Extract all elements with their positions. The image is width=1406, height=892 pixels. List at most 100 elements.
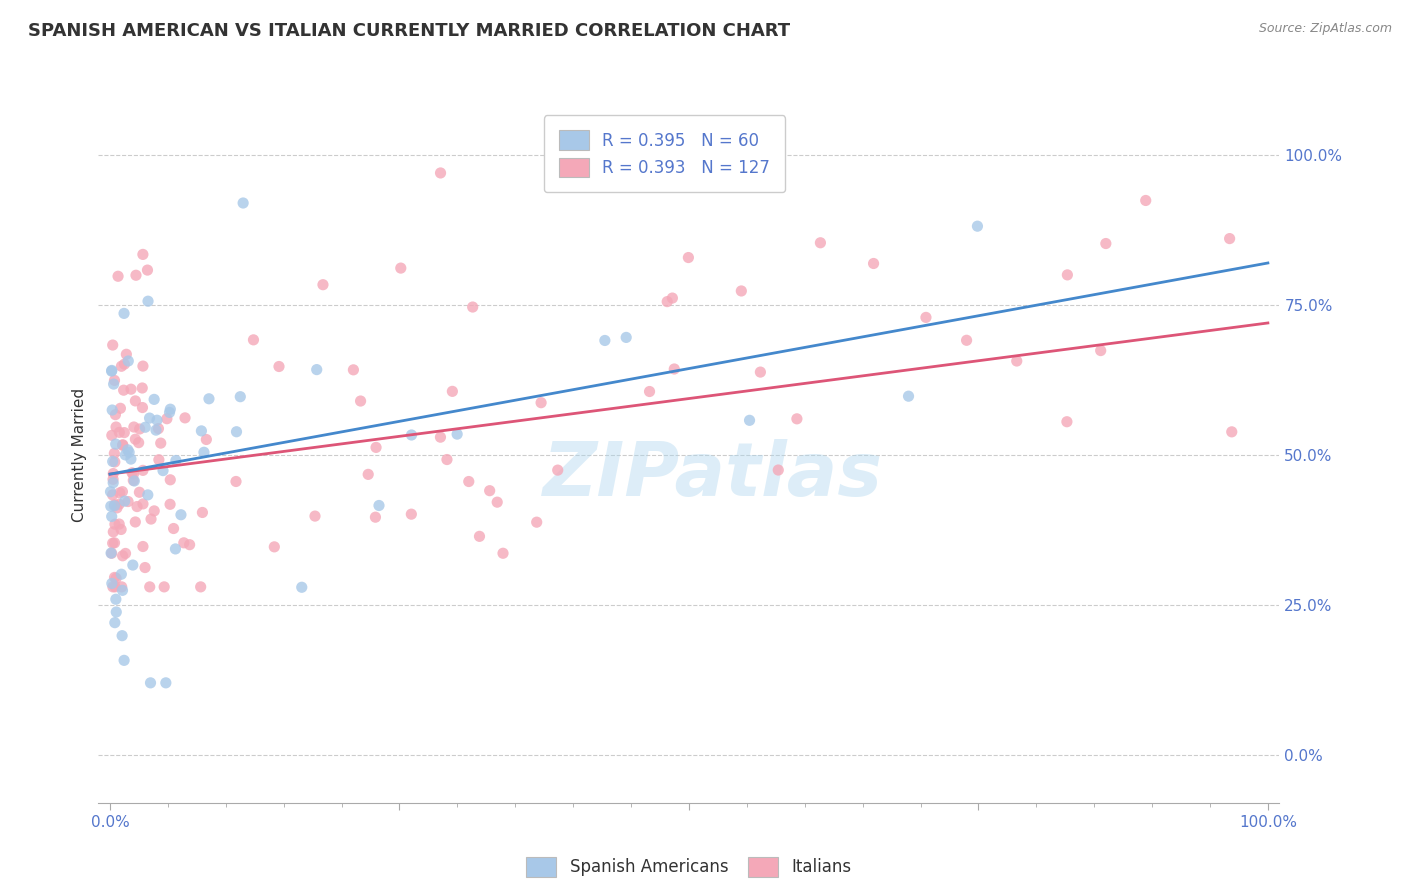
Point [401,428,423,442]
Point [232,196,254,211]
Point [146,413,169,427]
Point [101,338,124,352]
Point [101,488,124,502]
Point [122,467,145,482]
Point [103,475,125,490]
Point [364,441,387,455]
Point [101,576,124,591]
Point [107,269,129,284]
Point [763,169,786,184]
Point [429,166,451,180]
Point [179,538,201,552]
Legend: Spanish Americans, Italians: Spanish Americans, Italians [517,849,860,885]
Point [139,512,162,526]
Point [101,403,124,417]
Point [966,219,988,234]
Point [1056,415,1078,429]
Point [128,485,150,500]
Point [136,294,159,309]
Point [111,438,134,452]
Point [112,383,135,397]
Point [173,536,195,550]
Point [128,422,150,436]
Point [143,392,166,407]
Point [1095,236,1118,251]
Point [124,393,146,408]
Point [267,359,290,374]
Point [170,508,193,522]
Point [457,475,479,489]
Point [114,546,136,560]
Point [291,580,314,594]
Point [389,261,412,276]
Point [100,499,122,513]
Point [112,357,135,371]
Point [136,263,159,277]
Point [122,420,145,434]
Point [468,529,491,543]
Point [174,410,197,425]
Point [108,486,131,500]
Point [148,421,170,435]
Point [664,362,686,376]
Point [110,401,132,416]
Point [678,251,700,265]
Point [104,592,127,607]
Point [100,364,122,378]
Point [112,653,135,667]
Point [368,499,391,513]
Point [125,500,148,514]
Point [156,411,179,425]
Point [122,474,145,488]
Point [312,277,335,292]
Point [104,580,127,594]
Point [104,498,127,512]
Point [134,420,156,434]
Point [159,405,181,419]
Point [138,580,160,594]
Point [103,570,125,584]
Point [132,247,155,261]
Point [530,395,553,409]
Point [730,284,752,298]
Point [139,676,162,690]
Point [117,354,139,368]
Point [104,517,127,532]
Point [738,413,761,427]
Point [124,432,146,446]
Point [614,330,637,344]
Point [105,500,128,515]
Point [152,464,174,478]
Point [593,334,616,348]
Point [110,567,132,582]
Point [357,467,380,482]
Point [242,333,264,347]
Point [401,507,423,521]
Point [749,365,772,379]
Point [897,389,920,403]
Point [436,452,458,467]
Point [486,495,509,509]
Point [132,463,155,477]
Point [492,546,515,560]
Point [159,497,181,511]
Point [105,605,128,619]
Point [190,424,212,438]
Point [165,453,187,467]
Point [1005,354,1028,368]
Point [195,433,218,447]
Point [124,474,146,488]
Point [153,580,176,594]
Point [768,463,790,477]
Point [103,377,125,392]
Point [131,381,153,395]
Point [547,463,569,477]
Point [810,235,832,250]
Point [661,291,683,305]
Point [198,392,221,406]
Point [165,541,187,556]
Point [125,268,148,283]
Point [862,256,884,270]
Point [225,475,247,489]
Point [101,428,124,442]
